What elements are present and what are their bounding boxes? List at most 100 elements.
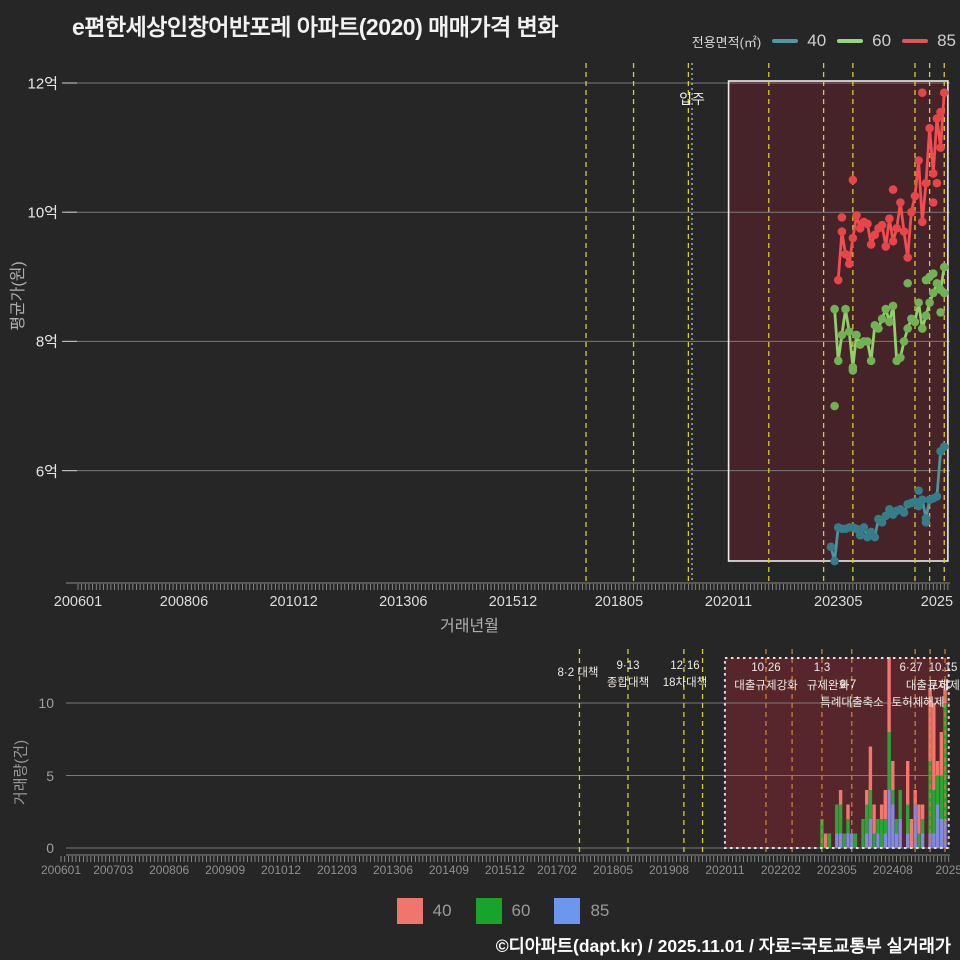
line-swatch-60 <box>837 39 864 43</box>
volume-bar-segment-60 <box>939 775 943 819</box>
series-60-dot <box>928 288 938 298</box>
series-40-scatter-dot <box>914 486 923 495</box>
volume-x-tick-label: 200703 <box>93 863 134 877</box>
legend-label: 40 <box>807 31 827 50</box>
series-40-dot <box>881 511 891 521</box>
series-60-scatter-dot <box>918 324 927 333</box>
volume-bar-segment-60 <box>838 804 843 834</box>
series-85-dot <box>866 240 876 249</box>
series-85-dot <box>907 207 916 217</box>
volume-y-tick-label: 5 <box>46 767 54 784</box>
volume-bar-segment-60 <box>835 804 839 834</box>
volume-x-tick-label: 200601 <box>40 863 82 877</box>
main-y-tick-label: 12억 <box>27 75 59 93</box>
volume-bar-segment-40 <box>865 790 869 805</box>
volume-bar-segment-60 <box>917 833 921 848</box>
annotation-1015-sub: 토허제 <box>928 680 960 692</box>
series-60-dot <box>899 337 909 346</box>
volume-bar-segment-60 <box>872 833 876 848</box>
volume-bar-segment-85 <box>920 833 925 848</box>
series-85-dot <box>932 114 942 123</box>
volume-x-tick-label: 202408 <box>872 863 913 877</box>
source-credit: ©디아파트(dapt.kr) / 2025.11.01 / 자료=국토교통부 실… <box>495 936 951 956</box>
series-40-dot <box>859 523 869 532</box>
series-60-dot <box>903 324 912 333</box>
volume-x-tick-label: 201805 <box>593 863 634 877</box>
series-40-dot <box>932 492 942 501</box>
volume-bar-segment-60 <box>894 819 899 834</box>
volume-legend-item-60: 60 <box>475 898 530 924</box>
series-60-scatter-dot <box>830 401 839 411</box>
series-60-dot <box>881 304 891 314</box>
volume-bar-segment-60 <box>861 819 865 848</box>
volume-bar-segment-40 <box>879 804 884 819</box>
annotation-1026-sub: 대출규제강화 <box>734 680 798 692</box>
volume-bar-segment-60 <box>891 790 895 805</box>
move-in-annotation: 입주 <box>679 91 705 107</box>
volume-bar-segment-85 <box>891 804 895 848</box>
series-60-dot <box>866 356 876 366</box>
series-85-dot <box>852 211 861 220</box>
series-60-dot <box>863 337 872 346</box>
series-85-scatter-dot <box>888 185 898 194</box>
volume-bar-segment-85 <box>835 833 839 848</box>
main-x-tick-label: 201012 <box>269 594 318 610</box>
legend-title: 전용면적(㎡) <box>691 34 762 50</box>
series-85-dot <box>837 227 847 236</box>
volume-bar-segment-60 <box>846 819 850 834</box>
series-85-dot <box>899 227 909 236</box>
main-x-tick-label: 201512 <box>488 594 538 610</box>
annotation-1015: 10.15 <box>928 662 958 674</box>
volume-legend: 40 60 85 <box>0 898 960 924</box>
series-60-dot <box>874 324 883 333</box>
volume-bar-segment-85 <box>887 790 891 848</box>
series-85-dot <box>888 236 898 246</box>
legend-item-85: 85 <box>902 31 956 51</box>
bar-swatch-40 <box>396 898 423 924</box>
series-85-dot <box>896 198 905 207</box>
annotation-13-sub: 규제완화 <box>806 680 850 692</box>
volume-bar-segment-60 <box>883 819 887 834</box>
line-swatch-85 <box>902 39 929 43</box>
volume-bar-segment-85 <box>894 833 899 848</box>
volume-bar-segment-85 <box>935 804 940 848</box>
line-swatch-40 <box>772 39 799 43</box>
series-85-dot <box>863 219 872 229</box>
series-60-dot <box>833 356 843 366</box>
series-85-scatter-dot <box>918 88 927 97</box>
series-85-dot <box>848 233 858 243</box>
main-x-tick-label: 202305 <box>814 594 863 610</box>
series-85-dot <box>892 224 902 233</box>
series-40-dot <box>855 530 865 540</box>
main-y-axis-title: 평균가(원) <box>10 261 27 331</box>
volume-bar-segment-60 <box>842 833 846 848</box>
series-85-dot <box>881 242 891 251</box>
series-85-dot <box>841 249 850 259</box>
series-85-dot <box>885 214 894 223</box>
legend-label: 40 <box>432 901 452 920</box>
series-60-dot <box>837 330 847 340</box>
series-60-scatter-dot <box>936 308 945 317</box>
volume-bar-segment-60 <box>879 819 884 848</box>
series-85-dot <box>855 224 865 233</box>
main-y-tick-label: 10억 <box>27 204 59 222</box>
volume-bar-segment-85 <box>868 819 873 848</box>
series-85-dot <box>925 123 934 133</box>
bar-swatch-85 <box>554 898 581 924</box>
series-85-scatter-dot <box>837 213 847 222</box>
volume-bar-segment-60 <box>920 819 925 834</box>
volume-bar-segment-85 <box>906 833 910 848</box>
series-40-dot <box>939 442 949 451</box>
volume-bar-segment-85 <box>898 819 902 848</box>
volume-bar-segment-40 <box>838 790 843 805</box>
volume-bar-segment-60 <box>898 790 902 819</box>
volume-bar-segment-40 <box>823 833 828 848</box>
series-60-dot <box>932 278 942 288</box>
volume-x-tick-label: 201409 <box>428 863 469 877</box>
volume-x-tick-label: 201908 <box>648 863 690 877</box>
volume-legend-item-85: 85 <box>554 898 609 924</box>
series-85-dot <box>877 220 887 230</box>
volume-x-tick-label: 202011 <box>705 863 745 877</box>
bar-swatch-60 <box>475 898 502 924</box>
